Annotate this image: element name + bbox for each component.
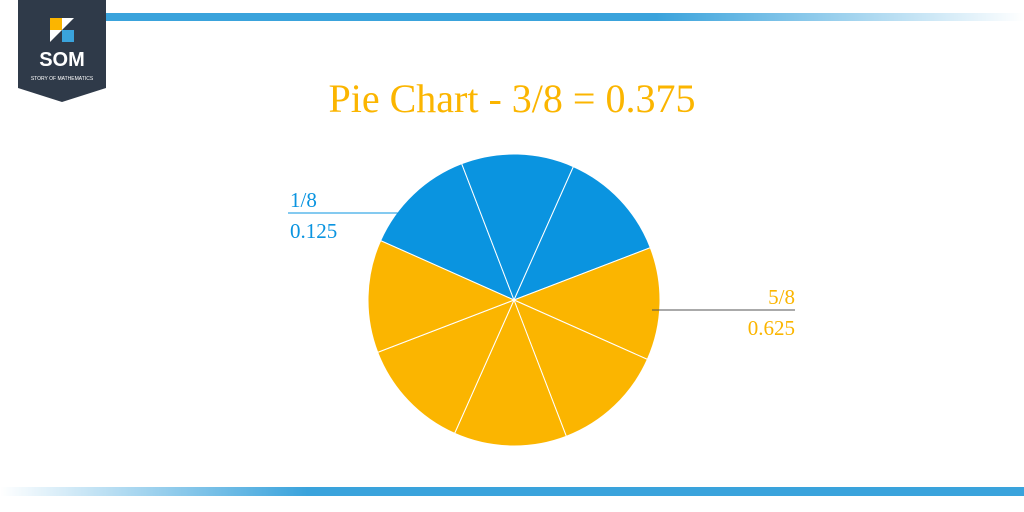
chart-title: Pie Chart - 3/8 = 0.375 — [329, 76, 696, 121]
pie-slice — [513, 165, 651, 301]
logo-icon — [62, 30, 74, 42]
logo-shield — [18, 0, 106, 102]
pie-slice — [377, 299, 515, 435]
logo-subtitle: STORY OF MATHEMATICS — [31, 76, 94, 82]
pie-slice — [453, 298, 567, 447]
logo[interactable]: SOM STORY OF MATHEMATICS — [18, 0, 106, 102]
logo-text: SOM — [39, 49, 85, 71]
pie-slice — [367, 239, 516, 353]
annotation-label: 1/8 — [290, 188, 317, 212]
annotation-value: 0.625 — [748, 316, 795, 340]
annotation-value: 0.125 — [290, 219, 337, 243]
bottom-bar — [0, 487, 1024, 496]
pie-slice — [379, 163, 515, 301]
pie-slice — [513, 299, 649, 437]
annotation-label: 5/8 — [768, 285, 795, 309]
logo-icon — [50, 30, 62, 42]
pie-slice — [461, 153, 575, 302]
top-bar — [105, 13, 1024, 21]
logo-icon — [62, 18, 74, 30]
logo-icon — [50, 18, 62, 30]
pie-slice — [512, 247, 661, 361]
